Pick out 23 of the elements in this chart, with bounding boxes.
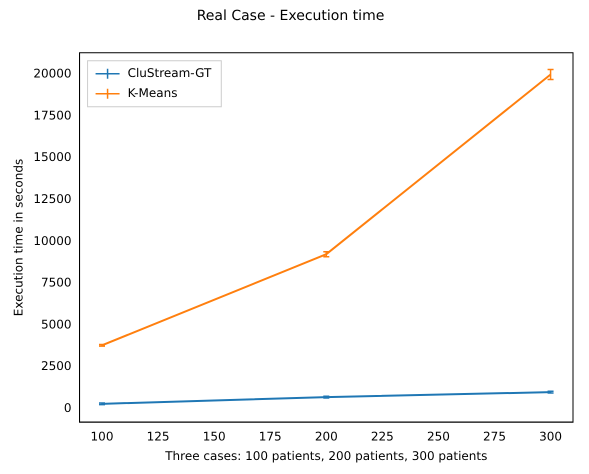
y-tick-label: 10000 [33, 234, 72, 248]
x-axis-title: Three cases: 100 patients, 200 patients, 300 patients [164, 448, 488, 463]
y-tick-label: 7500 [41, 276, 72, 290]
x-tick-label: 200 [314, 430, 338, 444]
y-tick-label: 2500 [41, 359, 72, 374]
x-tick-label: 100 [90, 430, 114, 444]
x-tick-label: 225 [370, 430, 394, 444]
y-tick-label: 12500 [33, 192, 72, 206]
y-tick-label: 17500 [33, 108, 72, 122]
y-tick-label: 20000 [33, 66, 72, 81]
chart-title: Real Case - Execution time [196, 8, 384, 24]
x-tick-label: 275 [483, 430, 506, 444]
y-tick-label: 15000 [33, 150, 72, 164]
x-tick-label: 300 [539, 430, 562, 444]
y-tick-label: 0 [64, 400, 72, 415]
y-tick-label: 5000 [41, 317, 72, 332]
x-tick-label: 250 [426, 430, 450, 444]
legend-label: CluStream-GT [128, 66, 212, 80]
legend-label: K-Means [128, 86, 178, 100]
x-tick-label: 150 [202, 430, 226, 444]
x-tick-label: 175 [258, 430, 282, 444]
x-tick-label: 125 [146, 430, 170, 444]
y-axis-title: Execution time in seconds [11, 158, 26, 316]
